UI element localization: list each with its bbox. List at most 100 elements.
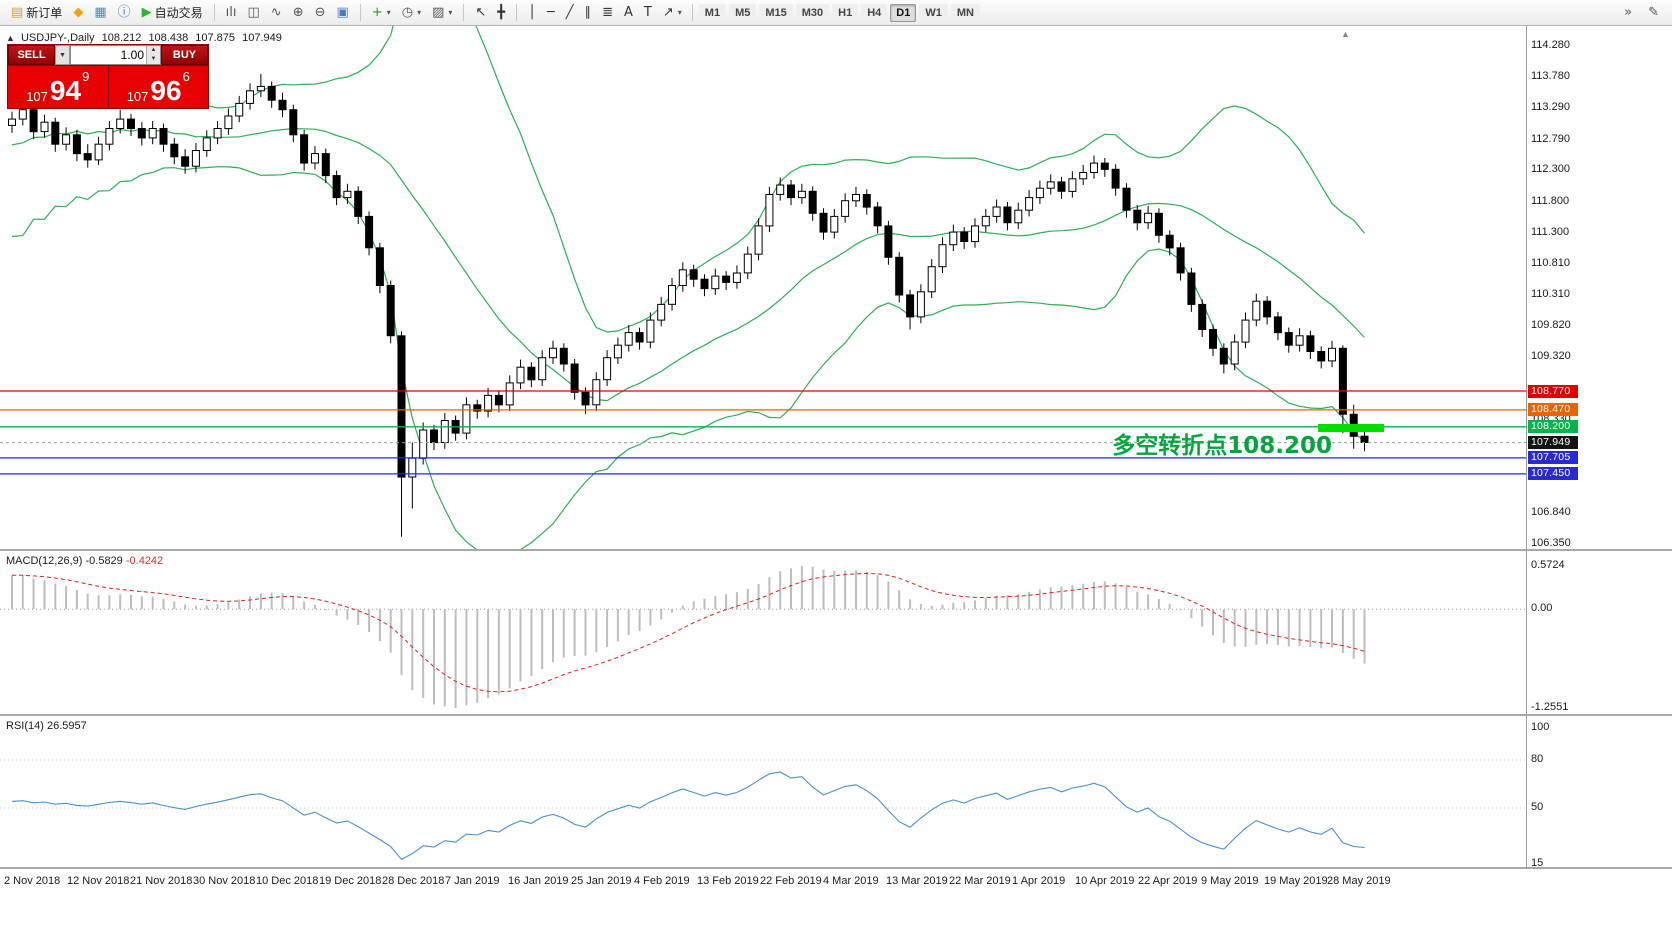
price-tag-107.450: 107.450 — [1528, 467, 1578, 480]
rsi-chart[interactable] — [0, 716, 1526, 868]
price-axis-label: 112.790 — [1531, 133, 1570, 145]
chart-window-button[interactable]: ▦ — [89, 3, 111, 23]
periods-button[interactable]: ◷ ▾ — [397, 3, 426, 23]
bar-chart-button[interactable]: ılı — [221, 3, 242, 23]
toolbar-separator — [213, 4, 215, 21]
templates-button[interactable]: ▨ ▾ — [427, 3, 457, 23]
date-label: 16 Jan 2019 — [508, 875, 569, 887]
cursor-button[interactable]: ↖ — [470, 3, 491, 23]
shapes-button[interactable]: ↗ ▾ — [658, 3, 687, 23]
timeframe-mn[interactable]: MN — [950, 3, 980, 22]
vertical-line-button[interactable]: │ — [523, 3, 541, 23]
mql-community-button[interactable]: ◆ — [68, 3, 88, 23]
channel-button[interactable]: ∥ — [580, 3, 597, 23]
collapse-arrow-icon[interactable]: ▲ — [6, 33, 15, 43]
new-order-button[interactable]: ▤ 新订单 — [6, 3, 67, 23]
rsi-axis-label: 100 — [1531, 721, 1550, 733]
current-price-tag: 107.949 — [1528, 436, 1578, 449]
price-axis-label: 109.820 — [1531, 319, 1571, 331]
crosshair-button[interactable]: ╋ — [492, 3, 510, 23]
zoom-out-button[interactable]: ⊖ — [310, 3, 331, 23]
date-label: 22 Apr 2019 — [1138, 875, 1198, 887]
date-label: 19 May 2019 — [1264, 875, 1328, 887]
highlight-marker[interactable] — [1318, 424, 1384, 432]
macd-histogram — [11, 566, 1366, 708]
line-chart-button[interactable]: ∿ — [266, 3, 287, 23]
price-axis-label: 110.810 — [1531, 257, 1570, 269]
timeframe-h1[interactable]: H1 — [832, 3, 859, 22]
bollinger-middle-line — [11, 127, 1365, 402]
date-label: 7 Jan 2019 — [445, 875, 500, 887]
lot-decrease-button[interactable]: ▼ — [147, 55, 160, 64]
bars-icon: ılı — [225, 5, 237, 20]
pencil-icon: ✎ — [1648, 5, 1659, 20]
trendline-button[interactable]: ╱ — [561, 3, 579, 23]
text-icon: A — [624, 5, 633, 20]
buy-price-box[interactable]: 107 96 6 — [108, 66, 208, 108]
edit-pencil-button[interactable]: ✎ — [1643, 3, 1664, 23]
panel-separator[interactable] — [0, 549, 1672, 551]
zoom-in-button[interactable]: ⊕ — [288, 3, 309, 23]
rsi-line — [11, 771, 1365, 860]
chart-high-value: 108.438 — [148, 32, 189, 44]
vline-icon: │ — [528, 5, 536, 20]
sell-button[interactable]: SELL — [8, 45, 55, 65]
buy-button[interactable]: BUY — [161, 45, 208, 65]
autotrade-button[interactable]: ▶ 自动交易 — [137, 3, 208, 23]
lot-increase-button[interactable]: ▲ — [147, 46, 160, 55]
toolbar-separator — [691, 4, 693, 21]
chart-low-value: 107.875 — [195, 32, 236, 44]
date-label: 19 Dec 2018 — [319, 875, 382, 887]
sell-price-box[interactable]: 107 94 9 — [8, 66, 108, 108]
autoscroll-marker-icon[interactable]: ▲ — [1341, 29, 1350, 39]
sell-price-point: 9 — [82, 69, 90, 84]
hline-icon: ─ — [546, 5, 555, 20]
chart-symbol-period: USDJPY-,Daily — [20, 32, 95, 44]
chart-header: ▲ USDJPY-,Daily 108.212 108.438 107.875 … — [6, 32, 286, 44]
candles-icon: ◫ — [247, 5, 260, 20]
rsi-axis: 100 80 50 15 — [1527, 716, 1672, 869]
price-axis-label: 113.290 — [1531, 101, 1570, 113]
info-button[interactable]: ⓘ — [113, 3, 136, 23]
date-label: 30 Nov 2018 — [193, 875, 256, 887]
timeframe-m15[interactable]: M15 — [759, 3, 793, 22]
timeframe-w1[interactable]: W1 — [919, 3, 948, 22]
price-chart[interactable] — [0, 0, 1526, 556]
timeframe-m30[interactable]: M30 — [795, 3, 830, 22]
date-label: 21 Nov 2018 — [130, 875, 193, 887]
timeframe-h4[interactable]: H4 — [861, 3, 888, 22]
lot-size-input[interactable] — [71, 46, 146, 64]
macd-header: MACD(12,26,9) -0.5829 -0.4242 — [6, 555, 163, 567]
macd-chart[interactable] — [0, 551, 1526, 714]
timeframe-m5[interactable]: M5 — [729, 3, 757, 22]
axis-separator — [1526, 26, 1527, 869]
timeframe-m1[interactable]: M1 — [698, 3, 727, 22]
macd-signal-value: -0.4242 — [125, 555, 164, 567]
fibonacci-button[interactable]: ≣ — [597, 3, 618, 23]
order-type-dropdown[interactable]: ▼ — [55, 45, 70, 65]
date-label: 22 Feb 2019 — [760, 875, 822, 887]
macd-title: MACD(12,26,9) — [6, 555, 83, 567]
time-axis[interactable]: 2 Nov 2018 12 Nov 2018 21 Nov 2018 30 Nov 2… — [0, 869, 1672, 948]
text-button[interactable]: A — [619, 3, 638, 23]
candlestick-button[interactable]: ◫ — [242, 3, 264, 23]
timeframe-d1[interactable]: D1 — [890, 3, 917, 22]
date-label: 4 Mar 2019 — [823, 875, 879, 887]
date-label: 1 Apr 2019 — [1012, 875, 1066, 887]
price-axis-label: 106.350 — [1531, 537, 1571, 549]
sell-price-handle: 107 — [26, 89, 48, 104]
text-label-button[interactable]: T — [639, 3, 657, 23]
horizontal-line-button[interactable]: ─ — [542, 3, 560, 23]
autotrade-button-label: 自动交易 — [154, 6, 203, 20]
toolbar-overflow-button[interactable]: » — [1619, 3, 1637, 23]
price-axis-label: 111.300 — [1531, 226, 1570, 238]
zoom-in-icon: ⊕ — [292, 5, 304, 20]
tile-windows-button[interactable]: ▣ — [332, 3, 354, 23]
line-icon: ∿ — [270, 5, 282, 20]
price-axis-label: 113.780 — [1531, 70, 1570, 82]
price-axis[interactable]: 114.280 113.780 113.290 112.790 112.300 111.8… — [1527, 26, 1672, 549]
panel-separator[interactable] — [0, 714, 1672, 716]
indicators-button[interactable]: + ▾ — [367, 3, 396, 23]
chevron-double-icon: » — [1624, 5, 1633, 20]
